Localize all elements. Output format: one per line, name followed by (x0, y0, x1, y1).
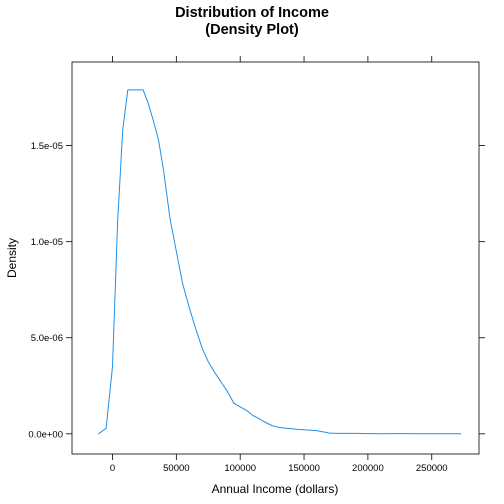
x-tick-label: 100000 (224, 463, 256, 474)
x-tick-label: 200000 (352, 463, 384, 474)
density-line (98, 89, 462, 435)
chart-title-line-2: (Density Plot) (205, 22, 299, 38)
x-tick-label: 0 (110, 463, 115, 474)
chart-title-line-1: Distribution of Income (175, 5, 329, 21)
x-tick-label: 50000 (163, 463, 189, 474)
axis-ticks (66, 56, 485, 460)
axis-tick-labels: 0 50000 100000 150000 200000 250000 0.0e+00 5.0… (28, 141, 447, 474)
y-tick-label: 5.0e-06 (31, 333, 63, 344)
x-tick-label: 150000 (288, 463, 320, 474)
y-tick-label: 1.0e-05 (31, 237, 63, 248)
y-tick-label: 1.5e-05 (31, 141, 63, 152)
y-axis-label: Density (5, 238, 19, 278)
x-tick-label: 250000 (416, 463, 448, 474)
plot-frame (71, 61, 480, 455)
y-tick-label: 0.0e+00 (28, 429, 63, 440)
x-axis-label: Annual Income (dollars) (212, 482, 339, 496)
